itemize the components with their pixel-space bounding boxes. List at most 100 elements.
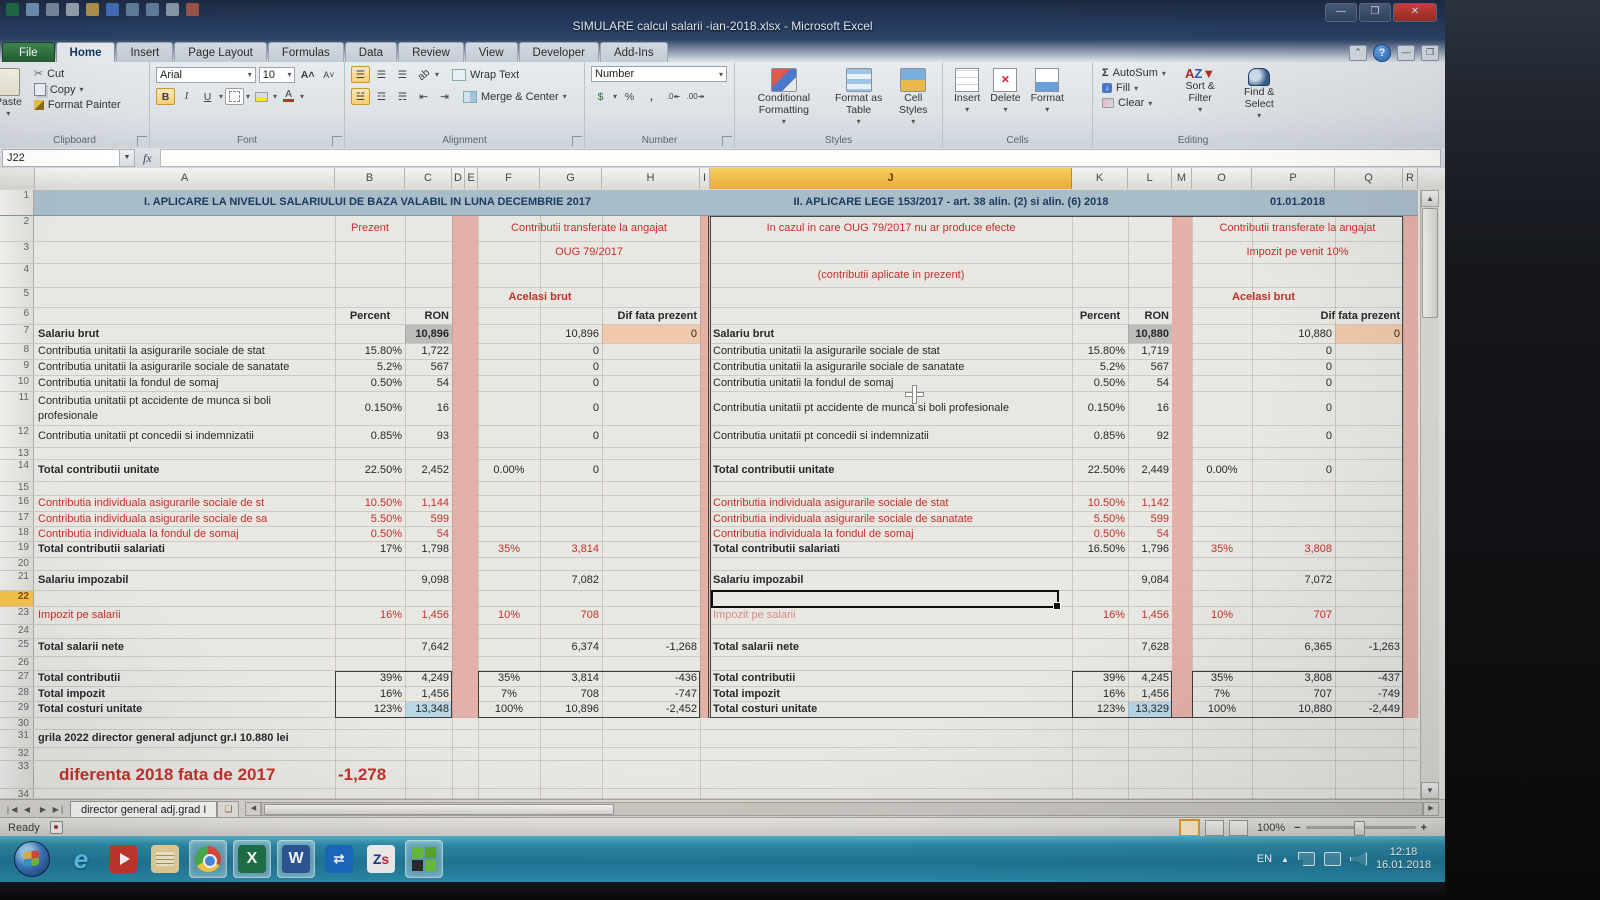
cell-A16[interactable]: Contributia individuala asigurarile soci…	[38, 497, 265, 509]
cell-A25[interactable]: Total salarii nete	[38, 641, 124, 653]
cell-J2[interactable]: In cazul in care OUG 79/2017 nu ar produ…	[766, 222, 1016, 234]
cell-A7[interactable]: Salariu brut	[38, 328, 100, 340]
tray-expand-icon[interactable]: ▲	[1281, 854, 1289, 864]
cell-P14[interactable]: 0	[1325, 464, 1332, 476]
sheet-tab[interactable]: director general adj.grad I	[70, 800, 218, 818]
cell-G10[interactable]: 0	[592, 377, 599, 389]
normal-view-icon[interactable]	[1178, 818, 1200, 837]
restore-button[interactable]: ❐	[1359, 3, 1391, 22]
borders-icon[interactable]	[225, 88, 245, 105]
cell-F19[interactable]: 35%	[497, 543, 521, 555]
cell-L16[interactable]: 1,142	[1141, 497, 1169, 509]
row-header-22[interactable]: 22	[0, 591, 34, 606]
cell-C8[interactable]: 1,722	[421, 345, 449, 357]
clipboard-launcher-icon[interactable]	[137, 136, 147, 146]
cell-L29[interactable]: 13,329	[1128, 702, 1172, 717]
horizontal-scrollbar[interactable]	[261, 802, 1423, 816]
cell-F23[interactable]: 10%	[497, 609, 521, 621]
cell-O27[interactable]: 35%	[1210, 672, 1234, 684]
book-restore-icon[interactable]: ❐	[1421, 45, 1439, 61]
cell-L17[interactable]: 599	[1150, 513, 1169, 525]
ribbon-tab-formulas[interactable]: Formulas	[267, 42, 344, 62]
cell-Q25[interactable]: -1,263	[1368, 641, 1400, 653]
taskbar-green-tiles-icon[interactable]	[405, 840, 443, 878]
cell-H25[interactable]: -1,268	[665, 641, 697, 653]
last-sheet-icon[interactable]: ▶❘	[52, 804, 66, 814]
column-header-D[interactable]: D	[452, 168, 465, 189]
speaker-icon[interactable]	[1349, 852, 1367, 866]
cell-C29[interactable]: 13,348	[405, 702, 452, 717]
cell-O3[interactable]: Impozit pe venit 10%	[1246, 246, 1349, 258]
cell-K12[interactable]: 0.85%	[1093, 430, 1125, 442]
cell-G23[interactable]: 708	[580, 609, 599, 621]
align-center-icon[interactable]: ☲	[376, 90, 387, 103]
cell-O19[interactable]: 35%	[1210, 543, 1234, 555]
row-header-25[interactable]: 25	[0, 639, 34, 656]
align-bottom-icon[interactable]: ☰	[397, 68, 408, 81]
font-color-icon[interactable]: A	[279, 88, 298, 105]
cell-C14[interactable]: 2,452	[421, 464, 449, 476]
column-header-H[interactable]: H	[602, 168, 700, 189]
macro-record-icon[interactable]	[49, 821, 63, 834]
cell-B27[interactable]: 39%	[379, 672, 402, 684]
cell-B9[interactable]: 5.2%	[376, 361, 402, 373]
column-header-C[interactable]: C	[405, 168, 452, 189]
column-header-O[interactable]: O	[1192, 168, 1252, 189]
cell-G27[interactable]: 3,814	[571, 672, 599, 684]
zoom-slider-thumb[interactable]	[1353, 821, 1365, 836]
print-icon[interactable]	[66, 3, 79, 16]
grow-font-icon[interactable]: A˄	[300, 68, 315, 81]
shrink-font-icon[interactable]: A˅	[323, 69, 335, 80]
scroll-left-icon[interactable]: ◀	[245, 802, 262, 816]
align-middle-icon[interactable]: ☰	[376, 68, 387, 81]
row-header-1[interactable]: 1	[0, 190, 34, 215]
row-header-33[interactable]: 33	[0, 761, 34, 788]
row-header-15[interactable]: 15	[0, 482, 34, 495]
cell-H27[interactable]: -436	[674, 672, 697, 684]
cell-P23[interactable]: 707	[1313, 609, 1332, 621]
cell-H29[interactable]: -2,452	[665, 703, 697, 715]
cell-A29[interactable]: Total costuri unitate	[38, 703, 143, 715]
alignment-launcher-icon[interactable]	[572, 136, 582, 146]
cell-G28[interactable]: 708	[580, 688, 599, 700]
cell-C10[interactable]: 54	[436, 377, 449, 389]
cell-K27[interactable]: 39%	[1102, 672, 1125, 684]
column-header-Q[interactable]: Q	[1335, 168, 1403, 189]
name-box-dropdown-icon[interactable]: ▼	[120, 149, 135, 167]
cell-G19[interactable]: 3,814	[571, 543, 599, 555]
cell-L28[interactable]: 1,456	[1141, 688, 1169, 700]
cell-K29[interactable]: 123%	[1096, 703, 1125, 715]
row-header-31[interactable]: 31	[0, 730, 34, 747]
taskbar-notes-icon[interactable]	[147, 841, 183, 877]
cell-P21[interactable]: 7,072	[1304, 574, 1332, 586]
cell-K9[interactable]: 5.2%	[1099, 361, 1125, 373]
cell-O1[interactable]: 01.01.2018	[1269, 196, 1326, 208]
cell-P29[interactable]: 10,880	[1298, 703, 1332, 715]
cell-A8[interactable]: Contributia unitatii la asigurarile soci…	[38, 345, 265, 357]
cell-J1[interactable]: II. APLICARE LEGE 153/2017 - art. 38 ali…	[793, 196, 1109, 208]
cell-P6[interactable]: Dif fata prezent	[1320, 310, 1400, 322]
ribbon-tab-add-ins[interactable]: Add-Ins	[599, 42, 668, 62]
page-break-view-icon[interactable]	[1228, 819, 1248, 836]
cell-C9[interactable]: 567	[430, 361, 449, 373]
row-header-11[interactable]: 11	[0, 392, 34, 425]
scroll-right-icon[interactable]: ▶	[1423, 802, 1439, 816]
decrease-indent-icon[interactable]: ⇤	[419, 90, 428, 103]
row-header-13[interactable]: 13	[0, 448, 34, 459]
column-header-R[interactable]: R	[1403, 168, 1418, 189]
row-header-3[interactable]: 3	[0, 242, 34, 263]
cell-B23[interactable]: 16%	[379, 609, 402, 621]
cell-G12[interactable]: 0	[592, 430, 599, 442]
column-header-B[interactable]: B	[335, 168, 405, 189]
row-header-12[interactable]: 12	[0, 426, 34, 447]
cell-Q29[interactable]: -2,449	[1368, 703, 1400, 715]
cell-C7[interactable]: 10,896	[405, 325, 452, 343]
cell-P7[interactable]: 10,880	[1298, 328, 1332, 340]
fill-color-icon[interactable]	[252, 88, 271, 105]
increase-decimal-icon[interactable]: .0↞	[666, 92, 681, 101]
format-cells-button[interactable]: Format ▾	[1026, 66, 1069, 118]
paste-special-icon[interactable]	[186, 3, 199, 16]
find-select-button[interactable]: Find & Select ▾	[1231, 66, 1287, 124]
taskbar-chrome-icon[interactable]	[189, 840, 227, 878]
cell-C23[interactable]: 1,456	[421, 609, 449, 621]
